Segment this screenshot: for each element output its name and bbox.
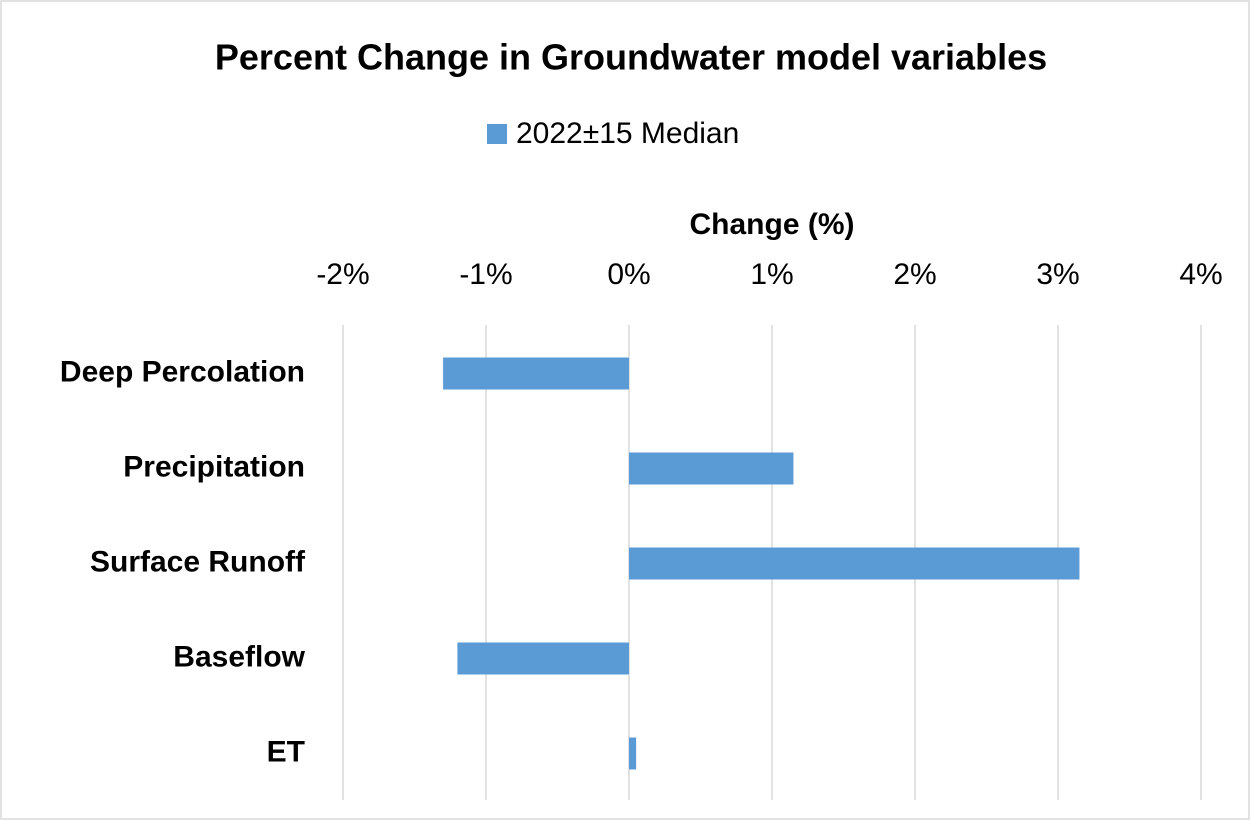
x-tick-label: 0%: [607, 258, 650, 291]
bar: [629, 547, 1080, 580]
x-tick-label: 1%: [750, 258, 793, 291]
y-tick-label: ET: [267, 735, 305, 768]
bar: [457, 642, 629, 675]
bar: [629, 737, 637, 770]
legend-swatch: [487, 124, 507, 144]
y-tick-label: Baseflow: [173, 640, 305, 673]
x-tick-label: 2%: [893, 258, 936, 291]
x-tick-label: -2%: [316, 258, 369, 291]
bar: [443, 357, 629, 390]
x-tick-label: 4%: [1179, 258, 1222, 291]
legend-label: 2022±15 Median: [516, 117, 739, 150]
bar: [629, 452, 794, 485]
x-tick-label: -1%: [459, 258, 512, 291]
x-axis-label: Change (%): [690, 208, 855, 241]
x-tick-label: 3%: [1036, 258, 1079, 291]
y-tick-label: Precipitation: [123, 450, 305, 483]
y-tick-label: Deep Percolation: [60, 355, 305, 388]
y-tick-label: Surface Runoff: [90, 545, 306, 578]
chart-title: Percent Change in Groundwater model vari…: [215, 37, 1047, 78]
